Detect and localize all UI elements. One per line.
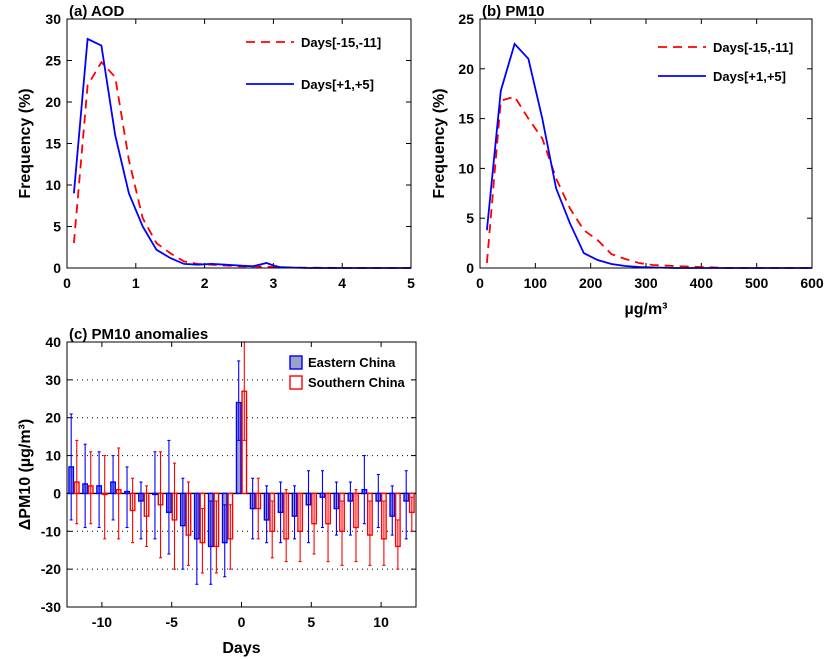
x-tick-label: 1 (132, 275, 140, 291)
x-tick-label: 5 (307, 614, 315, 630)
y-tick-label: 40 (45, 334, 61, 350)
plot-frame (479, 18, 813, 269)
x-tick-label: 0 (63, 275, 71, 291)
y-tick-label: -30 (41, 599, 61, 615)
y-tick-label: 10 (45, 177, 61, 193)
y-tick-label: 10 (45, 448, 61, 464)
y-tick-label: -10 (41, 523, 61, 539)
y-tick-label: 15 (458, 111, 474, 127)
legend-label: Days[+1,+5] (713, 69, 786, 84)
series-line-days-after (73, 37, 411, 269)
x-tick-label: 5 (407, 275, 415, 291)
y-tick-label: 0 (466, 260, 474, 276)
y-tick-label: 15 (45, 136, 61, 152)
legend-box (286, 354, 410, 396)
x-tick-label: -5 (165, 614, 178, 630)
y-tick-label: 5 (53, 219, 61, 235)
y-axis-label: Frequency (%) (17, 88, 34, 198)
x-tick-label: 600 (800, 275, 824, 291)
y-tick-label: 25 (458, 11, 474, 27)
panel-2: (c) PM10 anomalies ΔPM10 (µg/m³) Days -30 -2… (17, 326, 417, 657)
legend-swatch (289, 375, 303, 390)
x-tick-label: 0 (238, 614, 246, 630)
y-axis-label: Frequency (%) (431, 88, 448, 198)
y-tick-label: 20 (45, 410, 61, 426)
panel-title: (b) PM10 (482, 3, 545, 20)
legend-label: Days[+1,+5] (301, 77, 374, 92)
legend-swatch (289, 355, 303, 370)
x-tick-label: 500 (745, 275, 769, 291)
y-tick-label: 5 (466, 210, 474, 226)
legend-label: Eastern China (308, 355, 396, 370)
plot-frame (66, 341, 417, 608)
legend-label: Days[-15,-11] (301, 35, 381, 50)
legend-label: Southern China (308, 375, 406, 390)
y-tick-label: 30 (45, 372, 61, 388)
x-tick-label: 2 (201, 275, 209, 291)
y-tick-label: 0 (53, 260, 61, 276)
y-tick-label: 30 (45, 11, 61, 27)
y-tick-label: 10 (458, 160, 474, 176)
panel-0: (a) AOD Frequency (%) 0 5 10 15 20 25 30 0 1 2 3 4 5 Da… (17, 3, 415, 291)
x-tick-label: 300 (634, 275, 658, 291)
panel-1: (b) PM10 Frequency (%) µg/m³ 0 5 10 15 20 25 0 100… (431, 3, 824, 318)
x-tick-label: 200 (579, 275, 603, 291)
x-tick-label: -10 (92, 614, 112, 630)
panel-title: (a) AOD (69, 3, 124, 20)
y-tick-label: 20 (45, 94, 61, 110)
legend-label: Days[-15,-11] (713, 40, 793, 55)
x-tick-label: 0 (476, 275, 484, 291)
x-tick-label: 10 (373, 614, 389, 630)
plot-frame (66, 18, 412, 269)
series-line-days-before (73, 60, 411, 269)
x-axis-label: µg/m³ (625, 301, 668, 318)
panel-title: (c) PM10 anomalies (69, 326, 208, 343)
x-tick-label: 4 (338, 275, 346, 291)
x-tick-label: 400 (690, 275, 714, 291)
x-tick-label: 3 (270, 275, 278, 291)
x-axis-label: Days (222, 640, 260, 657)
y-tick-label: 0 (53, 485, 61, 501)
y-axis-label: ΔPM10 (µg/m³) (17, 419, 34, 530)
y-tick-label: 25 (45, 53, 61, 69)
x-tick-label: 100 (524, 275, 548, 291)
y-tick-label: -20 (41, 561, 61, 577)
y-tick-label: 20 (458, 61, 474, 77)
series-line-days-before (486, 95, 812, 269)
